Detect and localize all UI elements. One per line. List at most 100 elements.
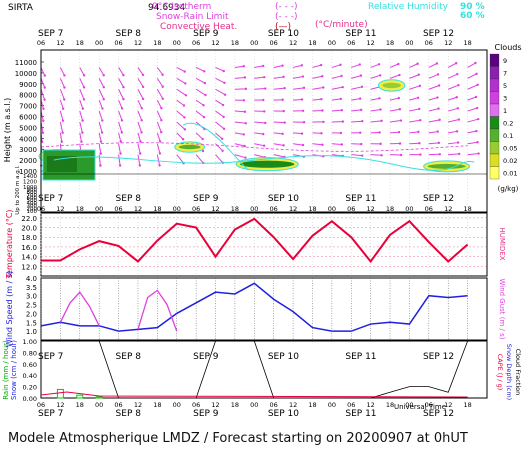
wind-arrow-head — [202, 115, 206, 119]
wind-arrow — [293, 143, 304, 146]
wind-arrow-head — [122, 97, 125, 101]
wind-arrow — [254, 143, 265, 147]
wind-arrow — [428, 131, 438, 134]
wind-arrow-head — [436, 96, 439, 99]
wind-arrow-head — [339, 63, 342, 67]
wind-arrow — [215, 143, 223, 152]
wind-arrow-head — [184, 94, 188, 97]
wind-arrow-head — [474, 61, 477, 65]
wind-arrow — [79, 121, 83, 133]
wind-arrow-head — [380, 119, 383, 123]
hour-label-top: 18 — [231, 39, 239, 47]
wind-arrow — [389, 74, 400, 79]
wind-arrow-head — [264, 121, 267, 125]
wind-arrow — [273, 143, 284, 146]
wind-arrow-head — [398, 108, 402, 111]
wind-arrow — [215, 77, 225, 84]
hour-label-bottom: 12 — [367, 401, 375, 409]
wind-arrow-head — [454, 62, 458, 65]
wind-arrow — [234, 76, 245, 79]
date-label-bottom: SEP 12 — [423, 409, 454, 419]
hour-label: 12 — [444, 205, 452, 213]
wind-arrow-head — [158, 152, 162, 155]
colorbar-unit: (g/kg) — [498, 185, 519, 193]
hour-label: 00 — [250, 205, 258, 213]
wind-arrow — [273, 65, 283, 68]
legend-marker: (- - -) — [275, 2, 298, 12]
hour-label-bottom: 00 — [405, 401, 413, 409]
wind-arrow — [254, 121, 266, 124]
wind-arrow — [118, 110, 123, 121]
wind-arrow-head — [119, 152, 122, 155]
colorbar-swatch — [489, 128, 500, 142]
wind-arrow-head — [82, 86, 86, 89]
wind-arrow-head — [43, 98, 46, 101]
wind-arrow — [467, 62, 476, 68]
humidity-contour — [53, 155, 475, 171]
date-label-top: SEP 12 — [423, 29, 454, 39]
wind-arrow-head — [181, 138, 185, 141]
wind-arrow-head — [417, 130, 420, 134]
wind-arrow-head — [161, 73, 164, 76]
wind-arrow — [409, 108, 420, 112]
low-height-tick: 700 — [27, 193, 38, 199]
wind-arrow-head — [101, 107, 104, 110]
wind-arrow-head — [81, 131, 84, 134]
date-label: SEP 9 — [193, 194, 219, 204]
wind-arrow — [467, 96, 477, 101]
wind-arrow — [428, 97, 438, 101]
wind-arrow — [156, 121, 162, 133]
wind-arrow — [118, 132, 122, 142]
legend-label: Snow-Rain Limit — [156, 12, 229, 22]
wind-arrow — [59, 110, 64, 121]
rain-bar — [56, 388, 64, 399]
wind-arrow — [176, 132, 184, 140]
wind-arrow-head — [263, 110, 266, 113]
wind-arrow — [467, 118, 479, 123]
wind-arrow-head — [102, 86, 105, 89]
wind-arrow-head — [341, 85, 344, 89]
rain-tick: 1.00 — [23, 338, 37, 346]
rain-bar — [76, 394, 84, 399]
wind-arrow-head — [119, 140, 122, 143]
low-height-tick: 1400 — [23, 174, 37, 180]
hour-label: 12 — [211, 205, 219, 213]
low-height-tick: 1000 — [23, 185, 37, 191]
wind-arrow — [331, 143, 342, 145]
wind-arrow-head — [360, 142, 363, 146]
wind-arrow — [428, 119, 440, 123]
hour-label: 00 — [95, 205, 103, 213]
wind-tick: 3.0 — [26, 293, 37, 301]
hour-label-bottom: 06 — [270, 401, 278, 409]
wind-arrow — [331, 75, 342, 79]
wind-arrow — [98, 132, 102, 142]
temperature-tick: 18.0 — [21, 234, 37, 242]
hour-label: 18 — [231, 205, 239, 213]
wind-arrow — [195, 110, 205, 118]
wind-arrow — [215, 154, 224, 164]
wind-arrow — [118, 89, 124, 100]
hour-label-bottom: 06 — [347, 401, 355, 409]
rain-bar — [95, 396, 103, 399]
cloud-fraction-axis-label: Cloud Fraction — [514, 349, 522, 396]
wind-arrow-head — [203, 70, 206, 73]
wind-arrow — [215, 66, 224, 72]
wind-arrow-head — [100, 131, 104, 134]
wind-tick: 1.0 — [26, 328, 37, 336]
wind-arrow — [428, 108, 439, 112]
wind-speed-line — [40, 282, 468, 332]
wind-arrow — [254, 132, 264, 135]
hour-label: 06 — [425, 205, 433, 213]
wind-arrow — [448, 119, 460, 123]
wind-arrow-head — [301, 75, 305, 78]
hour-label-bottom: 18 — [308, 401, 316, 409]
legend-marker: (- - -) — [275, 12, 298, 22]
wind-arrow — [156, 67, 164, 76]
wind-arrow-head — [43, 86, 46, 89]
wind-arrow — [331, 109, 342, 112]
date-label-bottom: SEP 10 — [268, 409, 299, 419]
wind-arrow-head — [340, 74, 343, 78]
wind-arrow-head — [321, 75, 324, 78]
wind-arrow — [59, 132, 63, 142]
hour-label-bottom: 12 — [211, 401, 219, 409]
